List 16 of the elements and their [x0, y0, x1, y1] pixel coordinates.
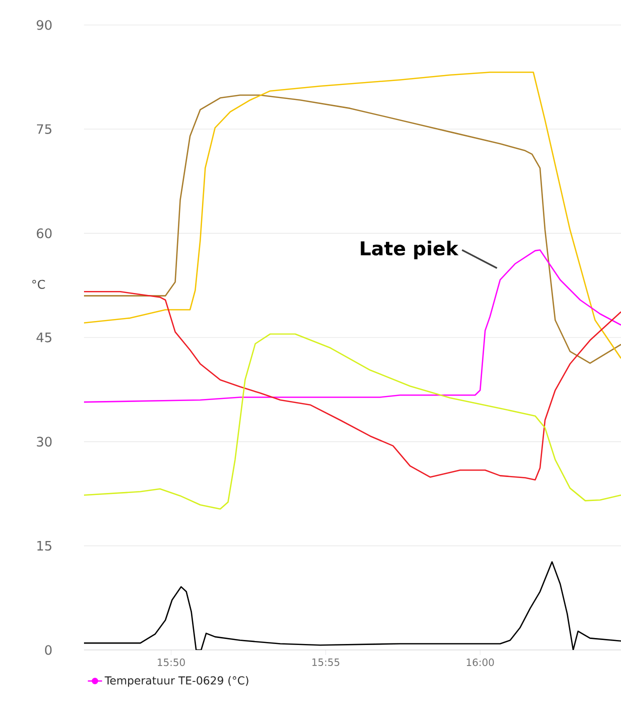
y-tick-label: 0 — [45, 645, 52, 655]
line-series — [84, 291, 621, 481]
y-tick-label: 60 — [36, 228, 52, 238]
x-tick-label: 15:55 — [312, 658, 340, 666]
line-series — [84, 333, 621, 510]
legend-label: Temperatuur TE-0629 (°C) — [104, 676, 248, 687]
y-axis-title: °C — [32, 280, 45, 289]
y-tick-label: 75 — [36, 124, 52, 134]
y-tick-label: 15 — [37, 541, 52, 551]
x-tick-label: 16:00 — [466, 658, 494, 666]
annotation: Late piek — [360, 240, 459, 260]
y-tick-label: 30 — [36, 436, 52, 447]
line-series — [84, 561, 621, 650]
x-tick-label: 15:50 — [158, 658, 185, 666]
y-tick-label: 45 — [36, 332, 52, 342]
y-tick-label: 90 — [36, 20, 52, 30]
